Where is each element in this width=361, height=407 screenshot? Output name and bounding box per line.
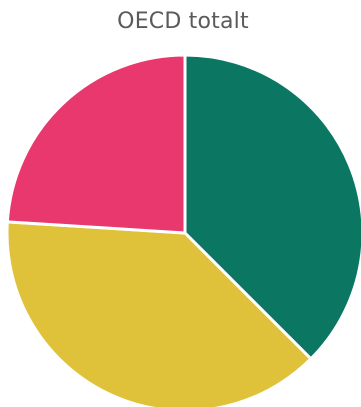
pie-slice-1 bbox=[183, 53, 361, 361]
pie-slice-2 bbox=[5, 220, 313, 407]
chart-title: OECD totalt bbox=[117, 9, 249, 34]
pie-slice-3 bbox=[5, 53, 187, 235]
